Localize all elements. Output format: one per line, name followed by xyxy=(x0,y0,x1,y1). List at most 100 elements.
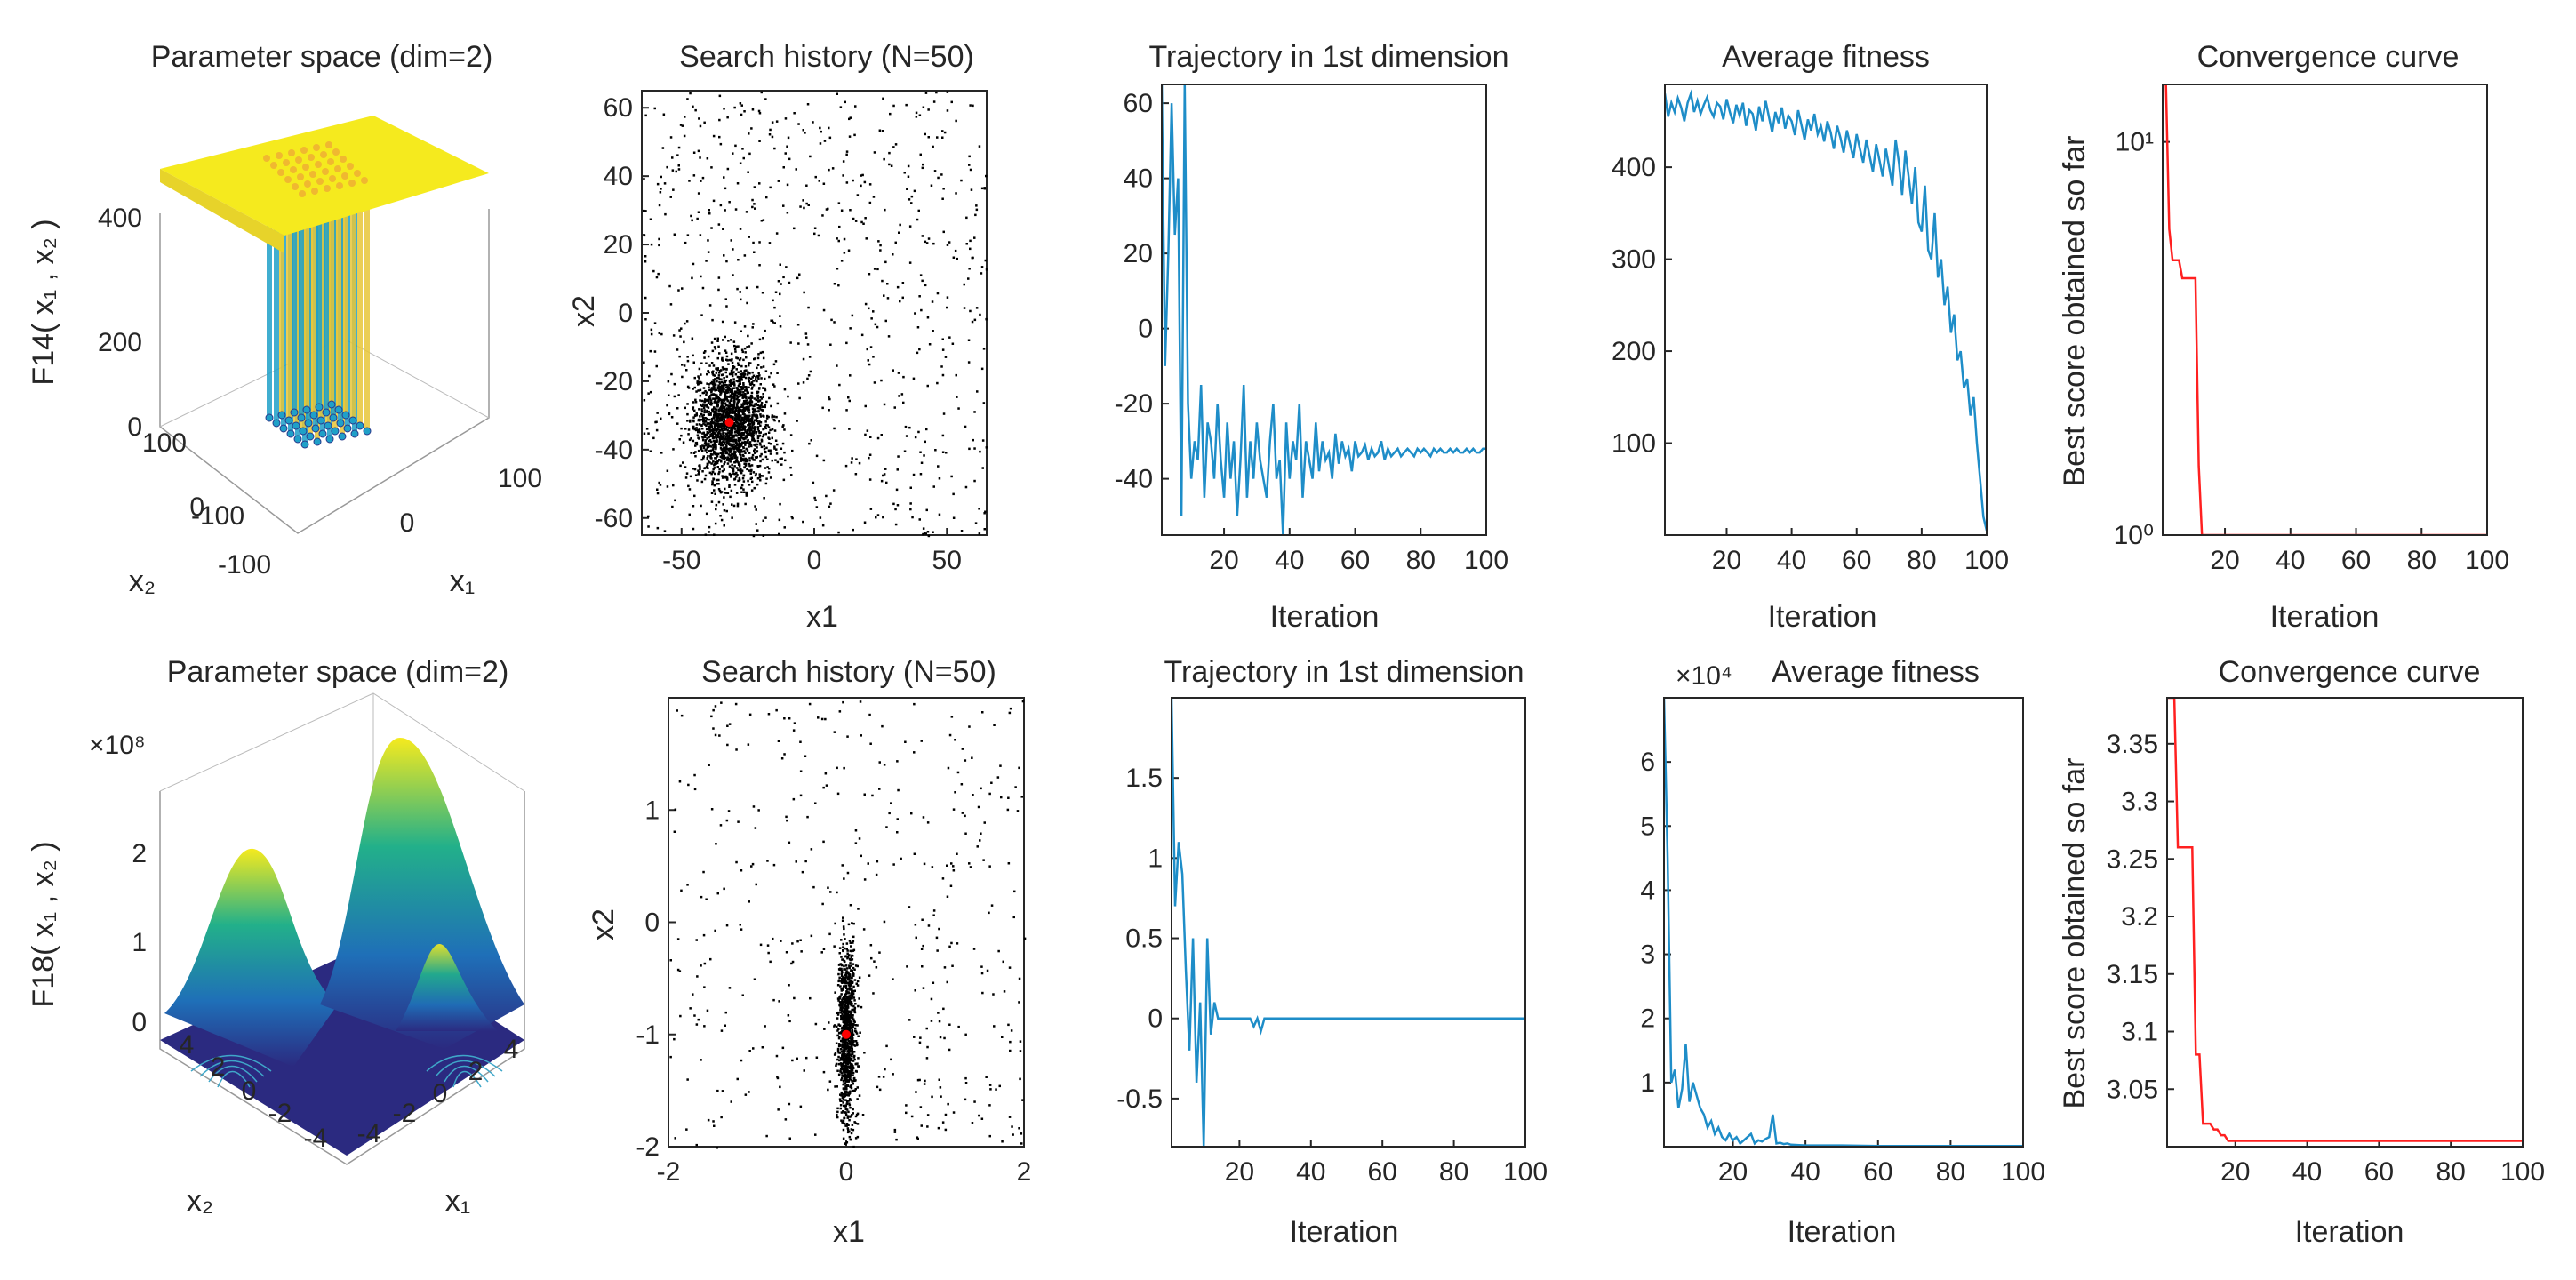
scatter-point xyxy=(750,381,754,384)
surface-spike xyxy=(304,191,309,410)
scatter-point xyxy=(844,1023,846,1027)
scatter-point xyxy=(709,401,713,404)
scatter-point xyxy=(1011,1125,1013,1128)
scatter-point xyxy=(840,972,843,975)
scatter-point xyxy=(843,999,846,1003)
scatter-point xyxy=(852,1108,854,1111)
scatter-point xyxy=(750,127,753,130)
scatter-point xyxy=(731,404,734,408)
scatter-point xyxy=(771,415,773,419)
scatter-point xyxy=(888,163,891,166)
scatter-point xyxy=(788,1020,791,1023)
scatter-point xyxy=(853,968,856,971)
surface-p6 xyxy=(159,692,525,1165)
scatter-point xyxy=(908,426,911,429)
scatter-point xyxy=(708,418,711,421)
scatter-point xyxy=(764,426,767,428)
scatter-point xyxy=(843,1016,845,1020)
surface-spike xyxy=(274,191,279,423)
scatter-point xyxy=(662,113,666,116)
scatter-point xyxy=(726,428,729,432)
scatter-point xyxy=(846,1053,849,1057)
scatter-point xyxy=(684,322,686,325)
scatter-point xyxy=(836,1085,838,1088)
scatter-point xyxy=(971,320,974,324)
scatter-point xyxy=(821,214,824,217)
scatter-point xyxy=(686,98,689,100)
scatter-point xyxy=(883,920,886,924)
scatter-point xyxy=(845,181,849,184)
scatter-point xyxy=(883,473,886,476)
scatter-point xyxy=(760,91,763,94)
scatter-point xyxy=(720,434,723,437)
scatter-point xyxy=(672,484,675,487)
scatter-point xyxy=(742,437,745,441)
scatter-point xyxy=(862,222,865,225)
scatter-point xyxy=(748,411,751,414)
scatter-point xyxy=(942,412,946,415)
scatter-point xyxy=(742,408,745,412)
scatter-point xyxy=(942,230,945,234)
scatter-point xyxy=(883,294,885,297)
scatter-point xyxy=(742,491,746,493)
scatter-point xyxy=(737,259,740,261)
scatter-point xyxy=(748,132,750,135)
scatter-point xyxy=(735,458,739,461)
scatter-point xyxy=(714,457,716,460)
scatter-point xyxy=(750,419,754,422)
scatter-point xyxy=(849,1107,852,1109)
scatter-point xyxy=(828,126,830,130)
scatter-point xyxy=(836,268,839,270)
scatter-point xyxy=(702,422,705,425)
scatter-point xyxy=(851,1124,854,1126)
scatter-point xyxy=(785,815,788,819)
scatter-point xyxy=(946,91,949,93)
scatter-point xyxy=(740,458,743,460)
scatter-point xyxy=(740,436,743,439)
scatter-point xyxy=(872,196,876,198)
scatter-point xyxy=(852,1041,854,1044)
scatter-point xyxy=(742,488,745,491)
scatter-point xyxy=(723,418,726,421)
scatter-point xyxy=(943,966,947,969)
scatter-point xyxy=(844,1068,848,1071)
scatter-point xyxy=(730,444,732,447)
scatter-point xyxy=(848,973,852,976)
scatter-point xyxy=(758,241,761,244)
scatter-point xyxy=(834,1085,836,1088)
scatter-point xyxy=(919,1106,923,1108)
surface-spike-base xyxy=(331,427,340,436)
scatter-point xyxy=(795,860,797,863)
surface-spike-base xyxy=(363,427,372,436)
scatter-point xyxy=(839,1107,842,1110)
scatter-point xyxy=(823,140,827,142)
scatter-point xyxy=(766,458,769,460)
z-tick-label-p6: 1 xyxy=(132,928,147,957)
scatter-point xyxy=(843,1111,845,1114)
scatter-point xyxy=(852,179,854,182)
scatter-point xyxy=(708,531,710,533)
scatter-point xyxy=(748,372,751,375)
scatter-point xyxy=(744,452,747,454)
scatter-point xyxy=(956,257,958,260)
scatter-point xyxy=(706,372,708,376)
scatter-point xyxy=(710,380,714,384)
scatter-point xyxy=(737,430,740,433)
scatter-point xyxy=(838,976,841,980)
scatter-point xyxy=(836,1012,838,1014)
scatter-point xyxy=(725,384,728,387)
scatter-point xyxy=(647,392,650,395)
scatter-point xyxy=(703,404,706,407)
scatter-point xyxy=(940,365,943,368)
scatter-point xyxy=(789,466,792,469)
scatter-point xyxy=(741,451,744,453)
scatter-point xyxy=(864,302,868,306)
scatter-point xyxy=(744,460,748,463)
scatter-point xyxy=(937,1012,940,1014)
scatter-point xyxy=(756,436,760,440)
scatter-point xyxy=(843,964,845,968)
scatter-point xyxy=(714,389,716,392)
x-tick-label-p5: 80 xyxy=(2407,546,2436,575)
scatter-point xyxy=(744,396,747,398)
scatter-point xyxy=(843,1019,846,1022)
